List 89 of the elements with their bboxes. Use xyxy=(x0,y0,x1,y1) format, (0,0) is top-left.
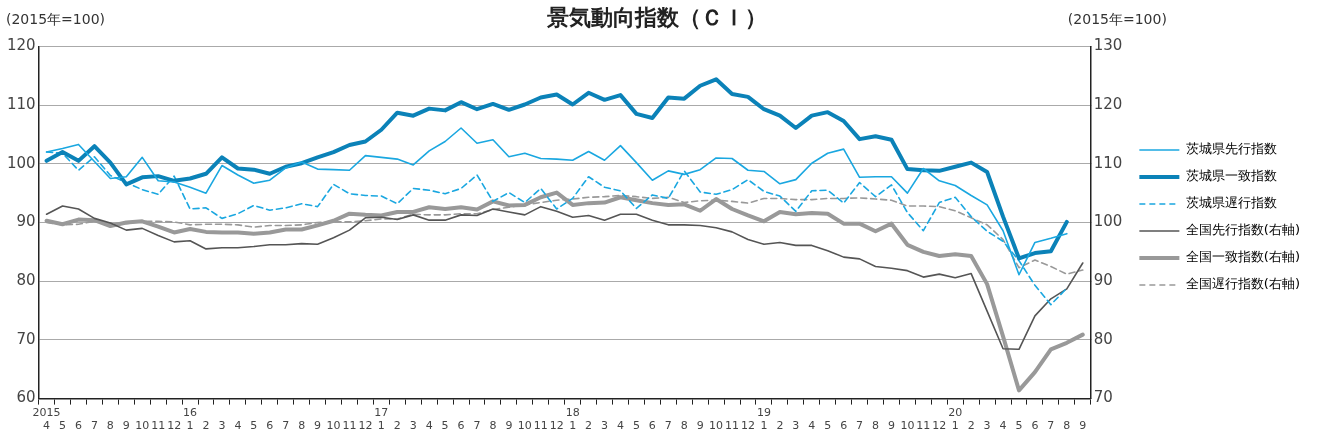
x-tick-label: 9 xyxy=(314,419,322,433)
legend-label: 茨城県遅行指数 xyxy=(1185,195,1277,211)
x-tick-label: 12 xyxy=(741,419,755,433)
y2-tick-label: 100 xyxy=(1093,212,1123,231)
x-tick-label: 2 xyxy=(776,419,784,433)
x-tick-label: 8 xyxy=(489,419,497,433)
x-tick-label: 6 xyxy=(457,419,465,433)
x-tick-label: 8 xyxy=(106,419,114,433)
x-tick-label: 10 xyxy=(135,419,150,433)
x-tick-label: 9 xyxy=(1079,419,1087,433)
x-tick-label: 7 xyxy=(1047,419,1055,433)
y2-tick-label: 110 xyxy=(1093,153,1123,172)
y2-tick-label: 80 xyxy=(1093,329,1113,348)
x-tick-label: 7 xyxy=(664,419,672,433)
x-tick-label: 2 xyxy=(967,419,975,433)
legend-label: 全国一致指数(右軸) xyxy=(1185,249,1301,265)
x-tick-label: 10 xyxy=(709,419,724,433)
x-tick-label: 4 xyxy=(616,419,624,433)
x-tick-label: 5 xyxy=(250,419,258,433)
x-tick-label: 9 xyxy=(505,419,513,433)
x-tick-label: 17 1 xyxy=(374,406,389,433)
y-tick-label: 70 xyxy=(16,329,36,348)
x-tick-label: 11 xyxy=(342,419,357,433)
x-tick-label: 20 1 xyxy=(948,406,963,433)
y-tick-label: 90 xyxy=(16,212,36,231)
x-tick-label: 6 xyxy=(266,419,274,433)
x-tick-label: 3 xyxy=(218,419,226,433)
x-tick-label: 5 xyxy=(824,419,832,433)
x-tick-label: 6 xyxy=(74,419,82,433)
x-tick-label: 10 xyxy=(326,419,341,433)
x-tick-label: 10 xyxy=(517,419,532,433)
y-tick-label: 110 xyxy=(6,94,36,113)
x-tick-label: 9 xyxy=(122,419,130,433)
x-tick-label: 4 xyxy=(999,419,1007,433)
chart-title: 景気動向指数（ＣＩ） xyxy=(546,4,767,30)
x-tick-label: 12 xyxy=(549,419,564,433)
x-tick-label: 7 xyxy=(282,419,290,433)
legend-label: 全国先行指数(右軸) xyxy=(1185,222,1301,238)
x-tick-label: 11 xyxy=(916,419,931,433)
x-tick-label: 4 xyxy=(808,419,816,433)
y2-tick-label: 120 xyxy=(1093,94,1123,113)
x-tick-label: 4 xyxy=(234,419,242,433)
x-tick-label: 6 xyxy=(1031,419,1039,433)
y-tick-label: 100 xyxy=(6,153,36,172)
x-tick-label: 7 xyxy=(90,419,98,433)
x-tick-label: 9 xyxy=(696,419,704,433)
x-tick-label: 19 1 xyxy=(756,406,771,433)
x-tick-label: 11 xyxy=(725,419,740,433)
x-tick-label: 18 1 xyxy=(565,406,580,433)
x-tick-label: 6 xyxy=(648,419,656,433)
x-tick-label: 2 xyxy=(585,419,593,433)
legend-label: 茨城県先行指数 xyxy=(1185,141,1277,157)
x-tick-label: 5 xyxy=(441,419,449,433)
x-tick-label: 7 xyxy=(473,419,481,433)
x-tick-label: 3 xyxy=(983,419,991,433)
legend-label: 茨城県一致指数 xyxy=(1185,168,1277,184)
x-tick-label: 2015 4 xyxy=(32,406,61,433)
x-tick-label: 10 xyxy=(900,419,915,433)
x-tick-label: 8 xyxy=(1063,419,1071,433)
y2-tick-label: 130 xyxy=(1093,36,1123,55)
x-tick-label: 5 xyxy=(59,419,67,433)
x-tick-label: 4 xyxy=(425,419,433,433)
y2-tick-label: 70 xyxy=(1093,388,1113,407)
y-axis-title: (2015年=100) xyxy=(6,10,106,27)
x-tick-label: 12 xyxy=(358,419,373,433)
x-tick-label: 6 xyxy=(840,419,848,433)
x-tick-label: 2 xyxy=(202,419,210,433)
x-tick-label: 8 xyxy=(298,419,306,433)
x-tick-label: 12 xyxy=(932,419,947,433)
x-tick-label: 2 xyxy=(393,419,401,433)
y-tick-label: 60 xyxy=(16,388,36,407)
x-tick-label: 16 1 xyxy=(183,406,198,433)
y-tick-label: 120 xyxy=(6,36,36,55)
x-tick-label: 11 xyxy=(151,419,166,433)
y-tick-label: 80 xyxy=(16,271,36,290)
y2-axis-title: (2015年=100) xyxy=(1067,10,1167,27)
x-tick-label: 8 xyxy=(680,419,688,433)
x-tick-label: 3 xyxy=(792,419,800,433)
x-tick-label: 7 xyxy=(856,419,864,433)
x-tick-label: 11 xyxy=(533,419,548,433)
x-tick-label: 3 xyxy=(601,419,609,433)
x-tick-label: 3 xyxy=(409,419,417,433)
x-tick-label: 12 xyxy=(167,419,182,433)
legend-label: 全国遅行指数(右軸) xyxy=(1185,276,1301,292)
x-tick-label: 5 xyxy=(632,419,640,433)
x-tick-label: 8 xyxy=(872,419,880,433)
x-tick-label: 9 xyxy=(887,419,895,433)
y2-tick-label: 90 xyxy=(1093,271,1113,290)
x-tick-label: 5 xyxy=(1015,419,1023,433)
